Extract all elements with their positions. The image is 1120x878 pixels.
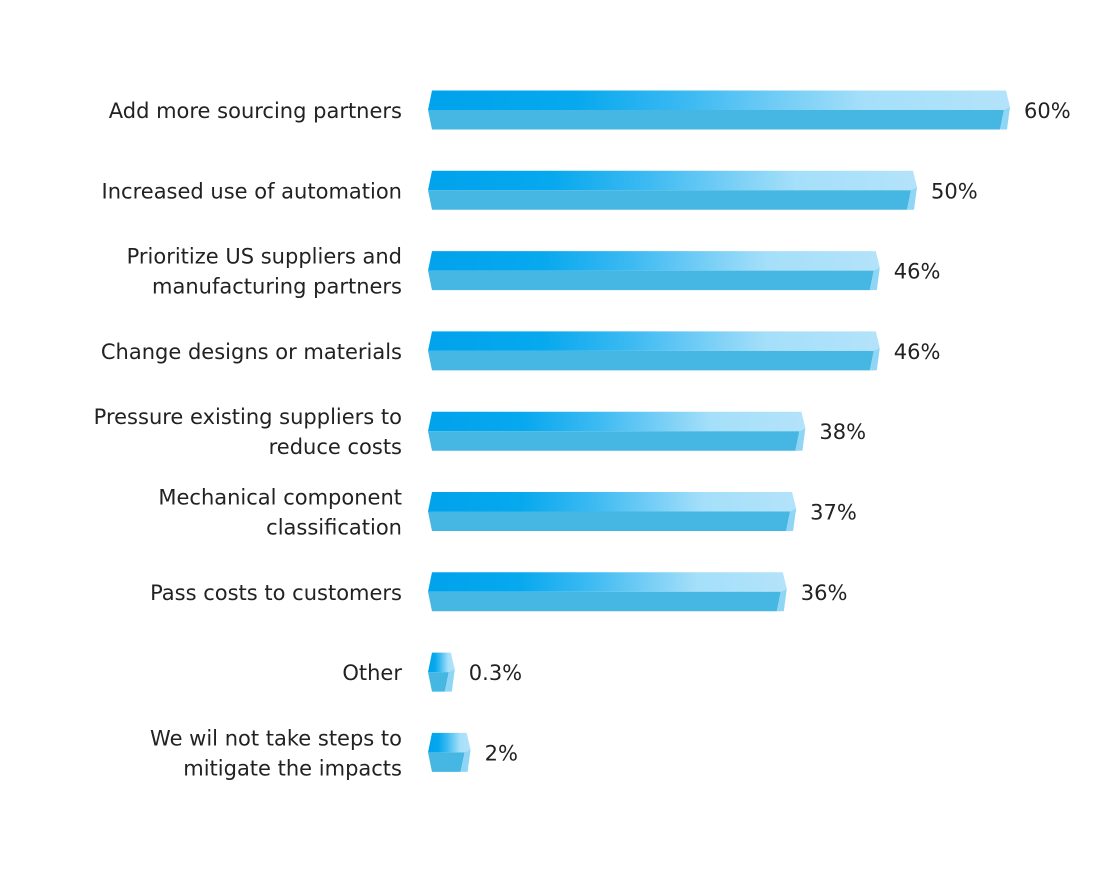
category-label: mitigate the impacts (183, 756, 402, 780)
bar-end-face (1000, 107, 1010, 130)
bar-end-face (907, 187, 917, 210)
value-label: 36% (801, 581, 848, 605)
value-label: 50% (931, 179, 978, 203)
bar-top-face (428, 411, 806, 432)
bar (428, 411, 806, 451)
bar-top-face (428, 251, 880, 271)
bar-bottom-face (428, 511, 791, 531)
bar-top-face (428, 732, 471, 753)
bar (428, 572, 787, 612)
bar (428, 331, 880, 371)
bar (428, 251, 880, 291)
category-label: Other (342, 661, 402, 685)
bar (428, 492, 797, 531)
bar-bottom-face (428, 190, 911, 210)
bar-top-face (428, 572, 787, 592)
value-label: 46% (894, 260, 941, 284)
category-label: Mechanical component (158, 486, 402, 510)
category-label: Pressure existing suppliers to (94, 405, 402, 429)
bar-bottom-face (428, 752, 465, 772)
bar-end-face (795, 428, 806, 451)
bar-end-face (776, 588, 787, 612)
bar-end-face (786, 508, 797, 531)
bar (428, 652, 455, 692)
bar-end-face (869, 267, 880, 291)
value-label: 60% (1024, 99, 1071, 123)
category-label: Add more sourcing partners (109, 99, 402, 123)
bar-top-face (428, 170, 917, 191)
value-label: 37% (810, 501, 857, 525)
value-label: 38% (819, 420, 866, 444)
category-label: Increased use of automation (102, 179, 402, 203)
bar-top-face (428, 652, 455, 673)
value-label: 46% (894, 340, 941, 364)
bar-end-face (460, 749, 471, 772)
category-label: Prioritize US suppliers and (127, 245, 402, 269)
bar-end-face (869, 347, 880, 371)
category-label: reduce costs (269, 435, 402, 459)
value-label: 2% (485, 741, 518, 765)
category-label: classification (266, 516, 402, 540)
category-label: manufacturing partners (152, 275, 402, 299)
bar-end-face (444, 669, 455, 692)
category-label: We wil not take steps to (150, 726, 402, 750)
bar (428, 170, 917, 210)
value-label: 0.3% (469, 661, 522, 685)
bar-top-face (428, 492, 797, 512)
bar-bottom-face (428, 591, 781, 612)
bar-bottom-face (428, 270, 874, 291)
category-label: Change designs or materials (101, 340, 402, 364)
category-label: Pass costs to customers (150, 581, 402, 605)
bar-bottom-face (428, 431, 800, 451)
bar-bottom-face (428, 110, 1004, 130)
bar (428, 90, 1010, 130)
bar-top-face (428, 331, 880, 351)
bar-bottom-face (428, 350, 874, 371)
bar-bottom-face (428, 672, 449, 692)
bar-top-face (428, 90, 1010, 110)
bar (428, 732, 471, 772)
